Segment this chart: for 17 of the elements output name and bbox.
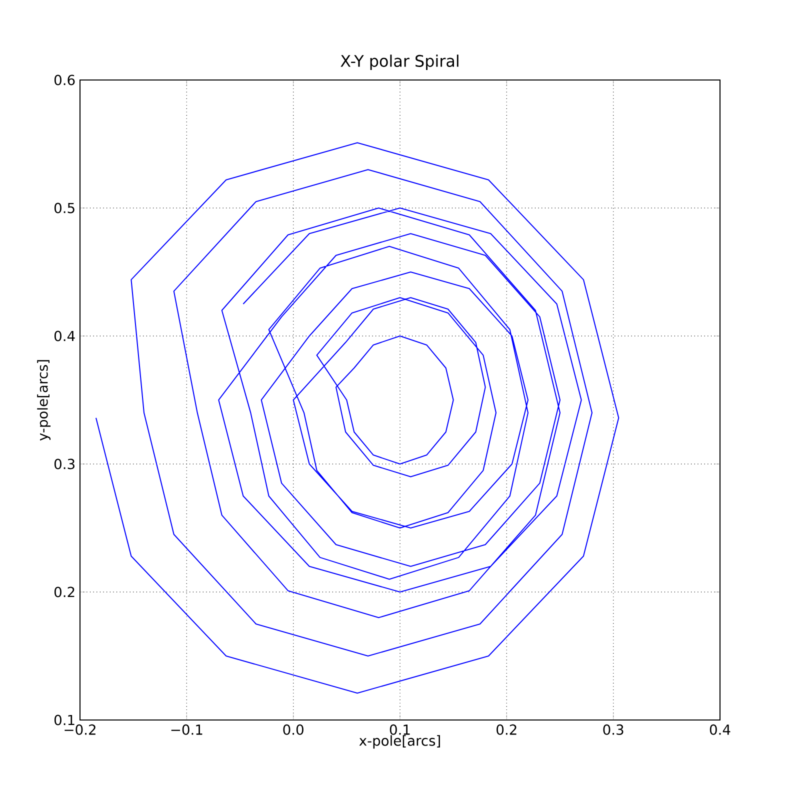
y-tick-label: 0.1 (54, 714, 74, 726)
x-tick-label: 0.4 (710, 724, 730, 735)
x-tick-label: −0.2 (64, 724, 96, 735)
x-tick-label: 0.2 (496, 724, 516, 735)
y-tick-label: 0.3 (54, 458, 74, 470)
y-tick-label: 0.6 (54, 74, 75, 86)
x-axis-title: x-pole[arcs] (359, 735, 440, 749)
y-axis-title: y-pole[arcs] (37, 360, 51, 441)
x-tick-label: −0.1 (171, 724, 202, 735)
x-tick-label: 0.3 (603, 724, 624, 735)
y-tick-label: 0.5 (54, 202, 74, 214)
line-series (95, 142, 620, 694)
x-tick-label: 0.1 (390, 724, 410, 735)
x-tick-label: 0.0 (283, 724, 304, 735)
chart-title: X-Y polar Spiral (340, 54, 458, 70)
y-tick-label: 0.2 (54, 586, 74, 598)
y-tick-label: 0.4 (54, 330, 75, 342)
